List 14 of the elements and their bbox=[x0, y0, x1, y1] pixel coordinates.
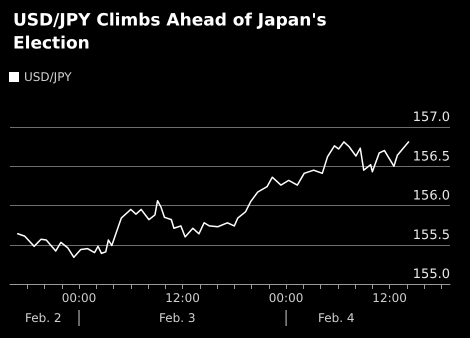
legend-label: USD/JPY bbox=[24, 70, 72, 84]
x-tick-label: 00:00 bbox=[268, 291, 304, 305]
x-tick-label: 12:00 bbox=[165, 291, 200, 305]
y-tick-label: 156.5 bbox=[412, 149, 450, 164]
text: Feb. 3 bbox=[159, 311, 196, 325]
y-tick-label: 157.0 bbox=[412, 110, 450, 125]
x-tick-label: 12:00 bbox=[372, 291, 407, 305]
y-tick-label: 156.0 bbox=[412, 188, 450, 204]
y-tick-label: 155.5 bbox=[412, 228, 450, 243]
text: Feb. 2 bbox=[25, 311, 62, 325]
y-tick-label: 155.0 bbox=[412, 267, 450, 282]
chart-title: USD/JPY Climbs Ahead of Japan's Election bbox=[13, 10, 333, 54]
text: Feb. 4 bbox=[318, 311, 355, 325]
x-tick-label: 00:00 bbox=[62, 291, 96, 305]
